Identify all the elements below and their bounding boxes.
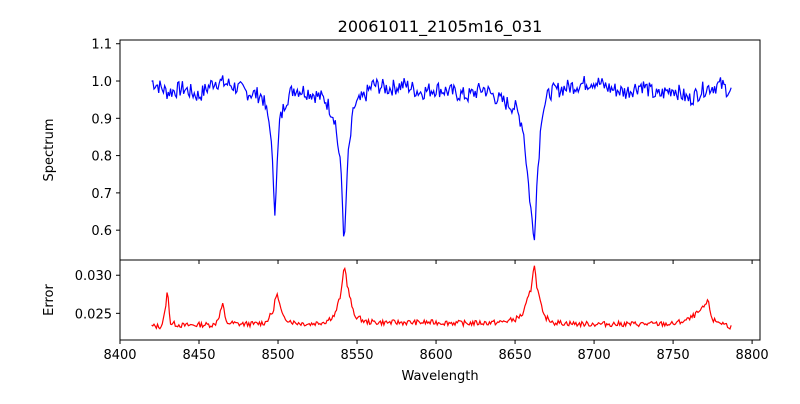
chart-title: 20061011_2105m16_031 <box>338 17 543 37</box>
error-y-ticks: 0.025 0.030 <box>75 269 120 322</box>
spectrum-y-tick-label: 0.8 <box>91 150 112 165</box>
spectrum-y-tick-label: 0.7 <box>91 187 112 202</box>
spectrum-y-tick-label: 1.1 <box>91 38 112 53</box>
error-x-ticks: 8400 8450 8500 8550 8600 8650 8700 8750 8800 <box>103 340 769 363</box>
error-y-axis-label: Error <box>42 284 57 316</box>
spectrum-y-tick-label: 0.6 <box>91 224 112 239</box>
x-tick-label: 8750 <box>657 348 690 363</box>
spectrum-y-axis-label: Spectrum <box>42 119 57 182</box>
x-tick-label: 8650 <box>499 348 532 363</box>
x-axis-label: Wavelength <box>401 369 478 384</box>
x-tick-label: 8400 <box>103 348 136 363</box>
spectrum-line <box>151 75 732 241</box>
spectrum-y-ticks: 0.6 0.7 0.8 0.9 1.0 1.1 <box>91 38 120 239</box>
error-y-tick-label: 0.030 <box>75 269 112 284</box>
error-axes-frame <box>119 259 761 341</box>
spectrum-y-tick-label: 0.9 <box>91 112 112 127</box>
x-tick-label: 8700 <box>578 348 611 363</box>
x-tick-label: 8450 <box>182 348 215 363</box>
x-tick-label: 8500 <box>261 348 294 363</box>
spectrum-y-tick-label: 1.0 <box>91 75 112 90</box>
x-tick-label: 8800 <box>736 348 769 363</box>
error-line <box>151 265 732 330</box>
x-tick-label: 8550 <box>340 348 373 363</box>
error-y-tick-label: 0.025 <box>75 307 112 322</box>
x-tick-label: 8600 <box>420 348 453 363</box>
